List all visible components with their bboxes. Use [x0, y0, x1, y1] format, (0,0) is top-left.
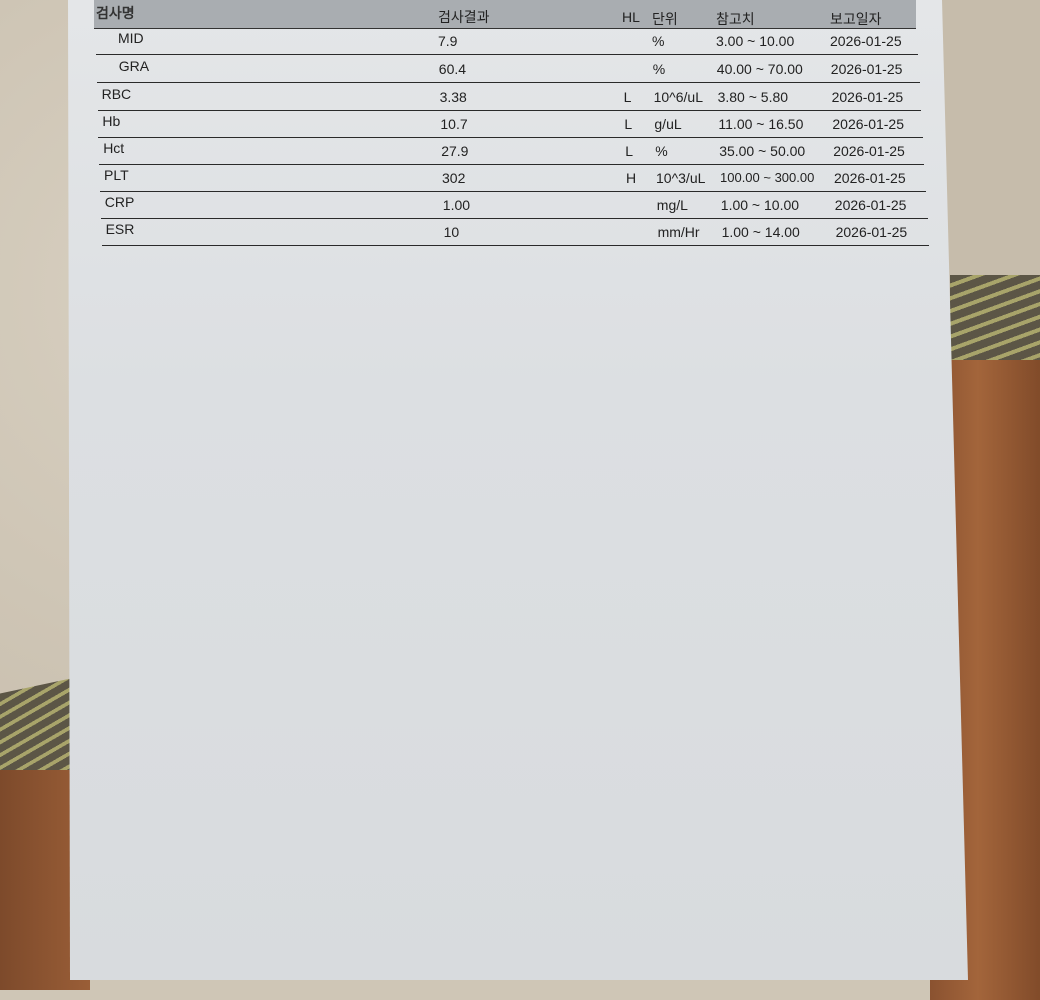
cell-result: 10.7: [440, 116, 468, 132]
row-divider: [100, 218, 928, 219]
cell-name: MID: [118, 30, 144, 46]
cell-ref: 100.00 ~ 300.00: [720, 170, 815, 185]
strap: [950, 275, 1040, 375]
row-divider: [101, 245, 930, 246]
cell-date: 2026-01-25: [831, 89, 904, 105]
cell-name: CRP: [104, 194, 135, 210]
cell-result: 7.9: [438, 33, 458, 49]
cell-result: 27.9: [441, 143, 469, 159]
row-divider: [96, 82, 920, 83]
cell-hl: L: [625, 143, 633, 159]
cell-name: ESR: [105, 221, 135, 237]
table-header: [94, 0, 916, 29]
cell-name: GRA: [118, 58, 150, 74]
cell-unit: %: [652, 61, 666, 77]
row-divider: [98, 137, 923, 138]
cell-hl: L: [623, 89, 632, 105]
cell-name: PLT: [104, 167, 129, 183]
cell-ref: 1.00 ~ 10.00: [720, 197, 800, 213]
header-hl: HL: [622, 9, 640, 25]
header-ref: 참고치: [716, 11, 755, 27]
cell-date: 2026-01-25: [830, 61, 903, 77]
row-divider: [99, 164, 925, 165]
cell-ref: 3.00 ~ 10.00: [716, 33, 795, 49]
header-unit: 단위: [652, 11, 678, 27]
cell-name: Hb: [102, 113, 121, 129]
cell-name: Hct: [103, 140, 125, 156]
lab-results-table: 검사명 검사결과 HL 단위 참고치 보고일자 MID 7.9% 3.00 ~ 10…: [0, 0, 1040, 260]
cell-date: 2026-01-25: [834, 197, 907, 213]
cell-unit: %: [655, 143, 668, 159]
cell-ref: 11.00 ~ 16.50: [718, 116, 804, 132]
row-divider: [96, 54, 918, 55]
cell-result: 302: [442, 170, 466, 186]
cell-unit: g/uL: [654, 116, 682, 132]
cell-date: 2026-01-25: [833, 143, 905, 159]
row-divider: [100, 191, 926, 192]
header-date: 보고일자: [830, 11, 882, 27]
cell-result: 60.4: [438, 61, 467, 77]
cell-result: 1.00: [442, 197, 471, 213]
cell-unit: mm/Hr: [657, 224, 700, 240]
cell-unit: mg/L: [656, 197, 688, 213]
cell-ref: 40.00 ~ 70.00: [716, 61, 803, 77]
cell-result: 3.38: [439, 89, 467, 105]
cell-ref: 35.00 ~ 50.00: [719, 143, 806, 159]
cell-unit: %: [652, 33, 665, 49]
cell-name: RBC: [101, 86, 132, 102]
cell-date: 2026-01-25: [834, 170, 906, 186]
header-name: 검사명: [96, 5, 135, 21]
header-result: 검사결과: [438, 9, 490, 25]
cell-date: 2026-01-25: [835, 224, 908, 240]
cell-result: 10: [443, 224, 460, 240]
cell-date: 2026-01-25: [832, 116, 905, 132]
cell-unit: 10^3/uL: [656, 170, 706, 186]
cell-hl: H: [626, 170, 637, 186]
cell-date: 2026-01-25: [830, 33, 902, 49]
cell-unit: 10^6/uL: [653, 89, 703, 105]
cell-ref: 3.80 ~ 5.80: [717, 89, 789, 105]
cell-ref: 1.00 ~ 14.00: [721, 224, 800, 240]
cell-hl: L: [624, 116, 633, 132]
row-divider: [97, 110, 922, 111]
